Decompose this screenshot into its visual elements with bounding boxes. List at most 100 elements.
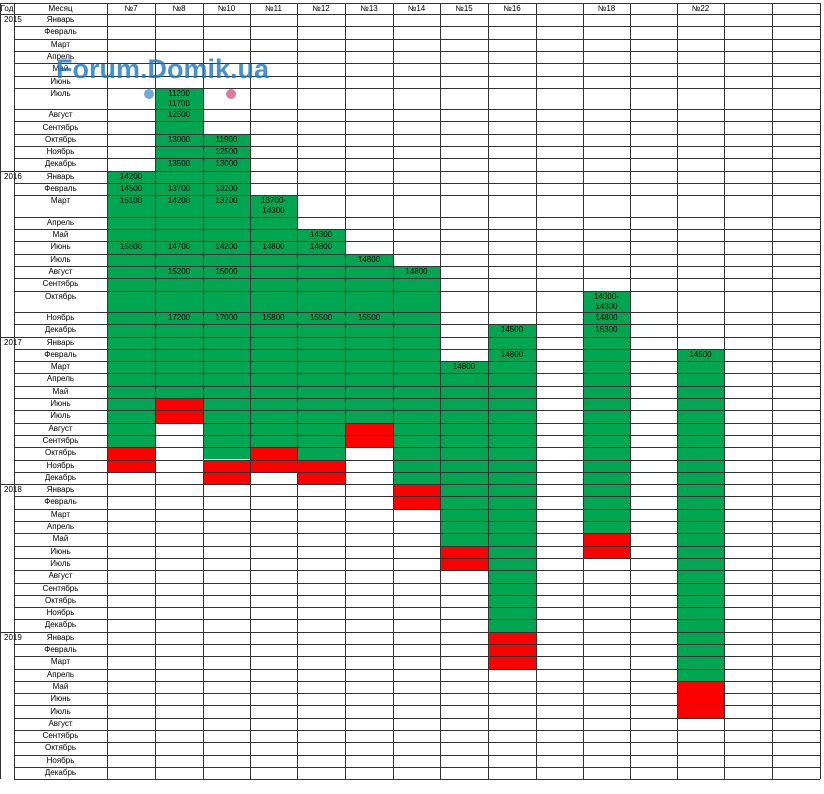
year-separator (0, 171, 820, 172)
month-label: Июль (50, 254, 71, 264)
header-year: Год (0, 4, 14, 13)
header-column: №10 (217, 4, 236, 13)
month-label: Февраль (44, 184, 77, 193)
grid-line (14, 595, 820, 596)
grid-line (14, 546, 820, 547)
grid-line (677, 3, 678, 780)
grid-line (488, 3, 489, 780)
price-cell: 14800 (262, 242, 285, 252)
price-cell: 17200 (167, 312, 191, 322)
month-label: Сентябрь (42, 583, 79, 593)
month-label: Май (52, 386, 69, 396)
green-range (583, 290, 630, 534)
header-column (724, 3, 772, 14)
green-range (107, 170, 155, 448)
grid-line (155, 3, 156, 780)
price-cell: 13700 (167, 184, 191, 193)
grid-line (0, 3, 14, 4)
grid-line (14, 718, 820, 719)
month-label: Июль (50, 706, 71, 716)
grid-line (14, 312, 820, 313)
header-column: №16 (503, 4, 521, 13)
grid-line (14, 39, 820, 40)
grid-line (14, 63, 820, 64)
grid-line (14, 619, 820, 620)
price-cell: 14500 (119, 184, 143, 193)
grid-line (14, 423, 820, 424)
price-cell: 13700 (215, 196, 238, 206)
month-label: Сентябрь (42, 122, 79, 132)
month-label: Апрель (46, 217, 75, 227)
grid-line (14, 3, 15, 780)
month-label: Январь (46, 485, 75, 495)
header-month: Месяц (48, 4, 73, 13)
red-range (297, 459, 345, 485)
grid-line (14, 26, 820, 27)
month-label: Май (52, 534, 69, 544)
grid-line (14, 755, 820, 756)
month-label: Ноябрь (46, 312, 75, 322)
month-label: Апрель (46, 374, 75, 384)
grid-line (14, 509, 820, 510)
month-label: Март (50, 196, 71, 206)
price-cell: 15800 (262, 312, 285, 322)
grid-line (14, 693, 820, 694)
month-label: Июль (50, 88, 71, 98)
red-range (488, 631, 536, 669)
month-label: Январь (46, 15, 75, 24)
month-label: Февраль (44, 27, 77, 37)
month-label: Февраль (44, 645, 77, 654)
grid-line (14, 533, 820, 534)
price-cell: 15500 (357, 312, 381, 322)
header-column (536, 3, 583, 14)
header-column: №7 (124, 4, 138, 13)
price-cell: 14500 (689, 349, 712, 359)
grid-line (0, 3, 1, 780)
grid-line (14, 521, 820, 522)
grid-line (14, 254, 820, 255)
grid-line (14, 558, 820, 559)
month-label: Январь (46, 337, 75, 347)
grid-line (14, 51, 820, 52)
grid-line (14, 644, 820, 645)
month-label: Апрель (46, 51, 75, 61)
header-column: №13 (360, 4, 378, 13)
grid-line (345, 3, 346, 780)
grid-line (14, 76, 820, 77)
month-label: Июнь (50, 399, 71, 408)
price-cell: 15500 (309, 312, 333, 322)
month-label: Август (48, 571, 73, 581)
grid-line (203, 3, 204, 780)
price-cell: 14800 (500, 349, 524, 359)
month-label: Май (52, 230, 69, 239)
header-column: №22 (691, 4, 710, 13)
grid-line (14, 669, 820, 670)
grid-line (14, 583, 820, 584)
grid-line (14, 767, 820, 768)
month-label: Октябрь (44, 448, 76, 458)
month-label: Июль (50, 558, 71, 568)
month-label: Декабрь (44, 325, 77, 335)
grid-line (14, 656, 820, 657)
grid-line (14, 109, 820, 110)
year-label: 2018 (4, 485, 22, 495)
grid-line (14, 158, 820, 159)
header-column: №14 (407, 4, 426, 13)
grid-line (14, 705, 820, 706)
price-cell: 13000 (215, 159, 238, 169)
grid-line (14, 217, 820, 218)
header-column: №8 (172, 4, 186, 13)
grid-line (14, 324, 820, 325)
month-label: Октябрь (44, 291, 76, 301)
red-range (203, 459, 250, 485)
year-separator (0, 632, 820, 633)
price-cell: 11900 (215, 134, 238, 144)
grid-line (14, 241, 820, 242)
month-label: Апрель (46, 522, 75, 531)
grid-line (14, 570, 820, 571)
month-label: Октябрь (44, 743, 76, 753)
red-range (583, 533, 630, 558)
grid-line (583, 3, 584, 780)
green-range (488, 324, 536, 632)
grid-line (14, 266, 820, 267)
